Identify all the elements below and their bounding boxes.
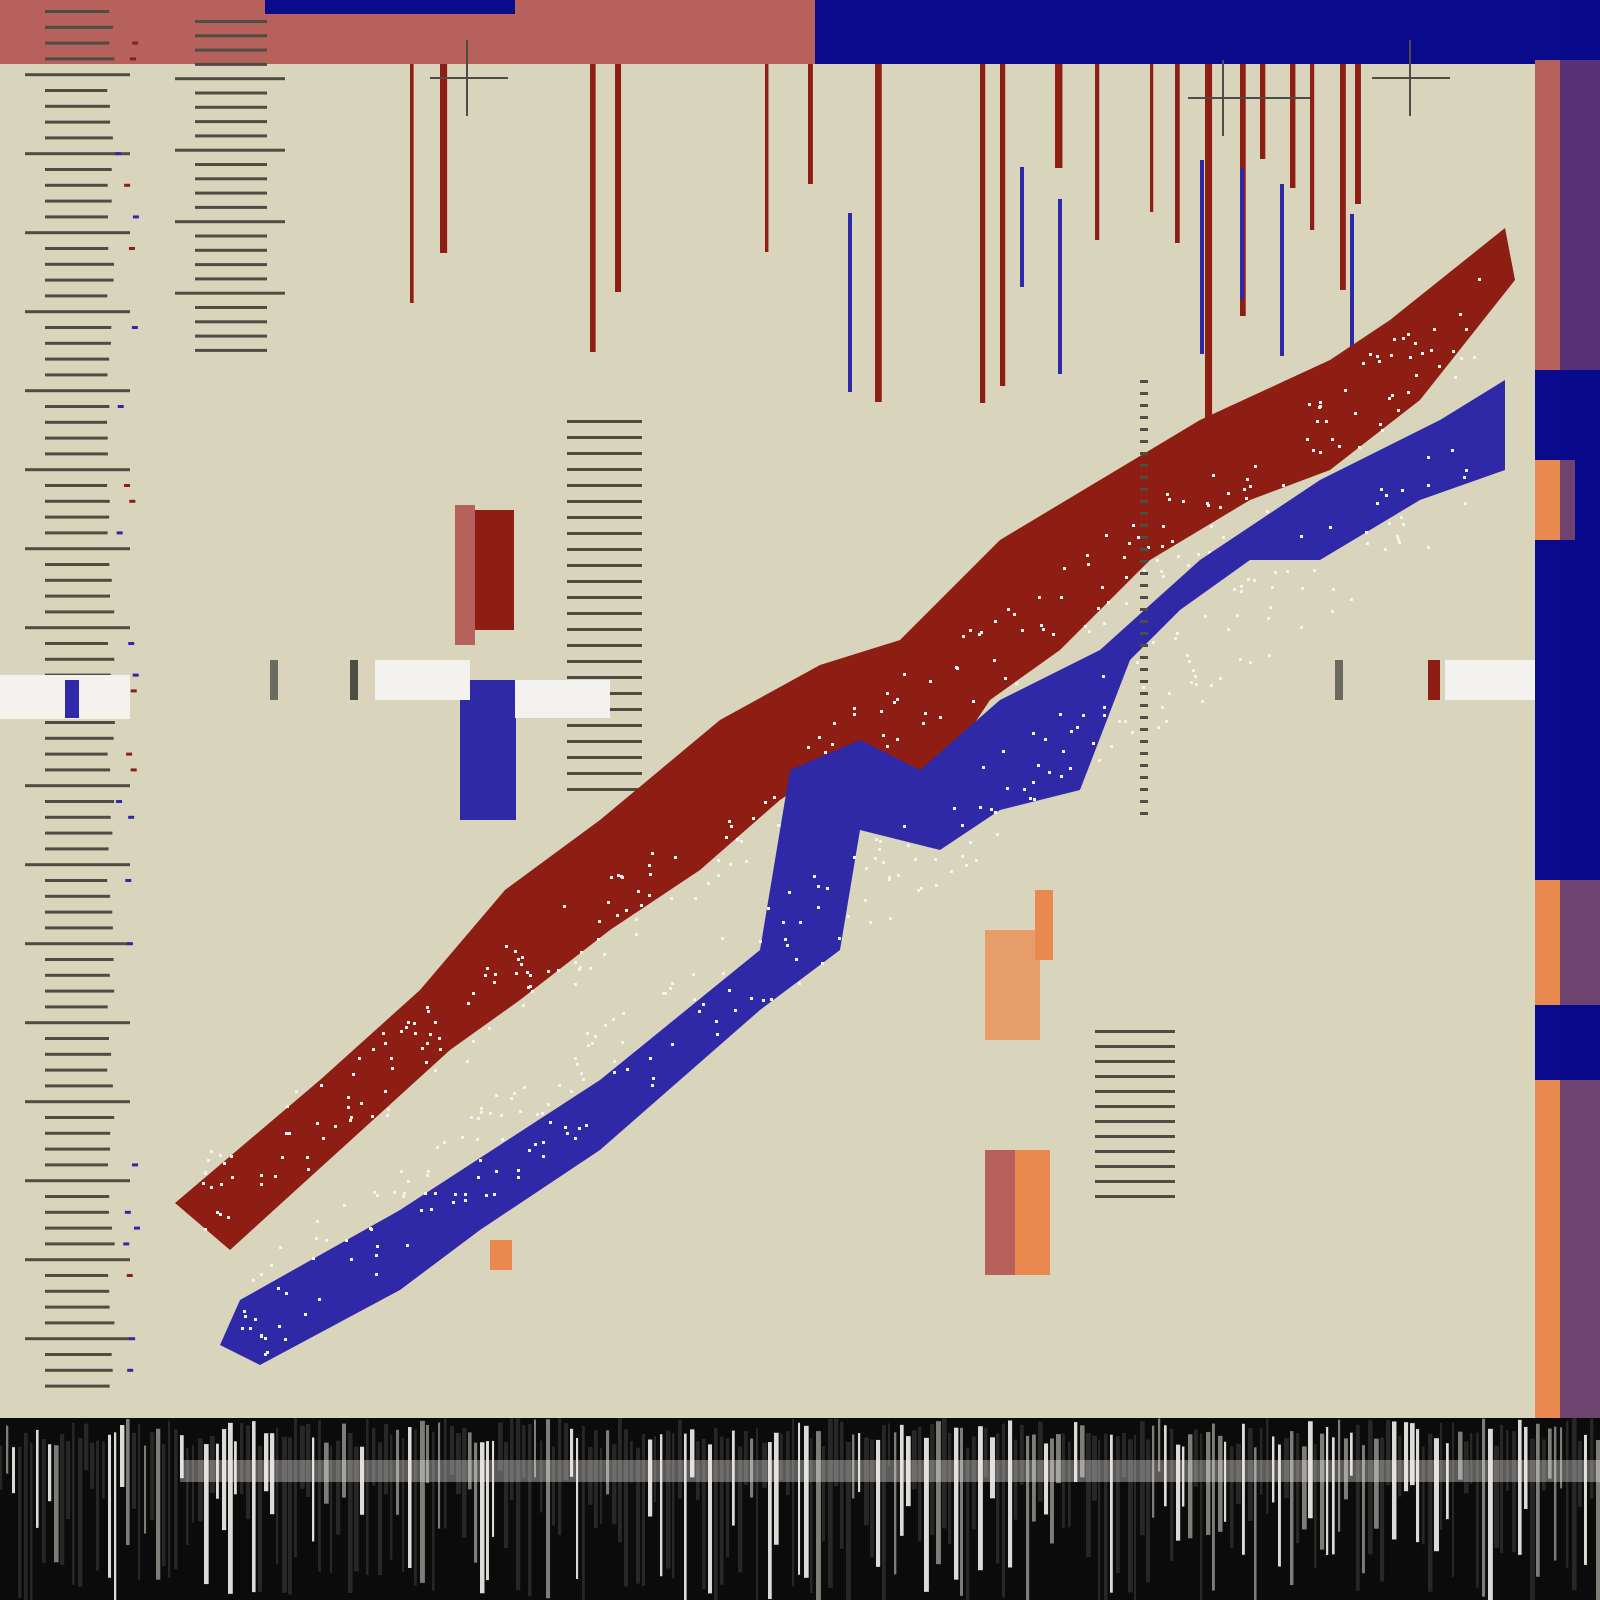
blue-upper-block xyxy=(460,680,516,820)
red-band-shape xyxy=(175,228,1515,1250)
blue-band-shape xyxy=(220,380,1505,1365)
glitch-row xyxy=(0,660,1535,719)
top-navy-band xyxy=(815,0,1600,64)
top-left-navy-strip xyxy=(265,0,515,14)
right-edge-strip xyxy=(1535,0,1600,1600)
orange-patches xyxy=(490,890,1053,1275)
blue-band-speckles xyxy=(241,449,1468,1356)
right-dashed-ticks xyxy=(1140,380,1148,815)
red-band xyxy=(175,228,1515,1250)
bottom-glitch-stripes xyxy=(0,1418,1600,1600)
blue-vertical-drips xyxy=(848,160,1354,449)
crosshair-marks xyxy=(430,40,1450,136)
red-upper-block xyxy=(455,505,514,645)
red-vertical-drips xyxy=(410,64,1361,418)
red-band-speckles xyxy=(202,278,1481,1231)
top-banner xyxy=(0,0,1600,64)
secondary-ticks-column xyxy=(175,20,1175,1198)
bottom-glitch-band xyxy=(0,1418,1600,1600)
blue-band xyxy=(220,380,1505,1365)
navy-stripe-group xyxy=(930,30,1537,64)
left-ticks-column xyxy=(25,10,140,1388)
